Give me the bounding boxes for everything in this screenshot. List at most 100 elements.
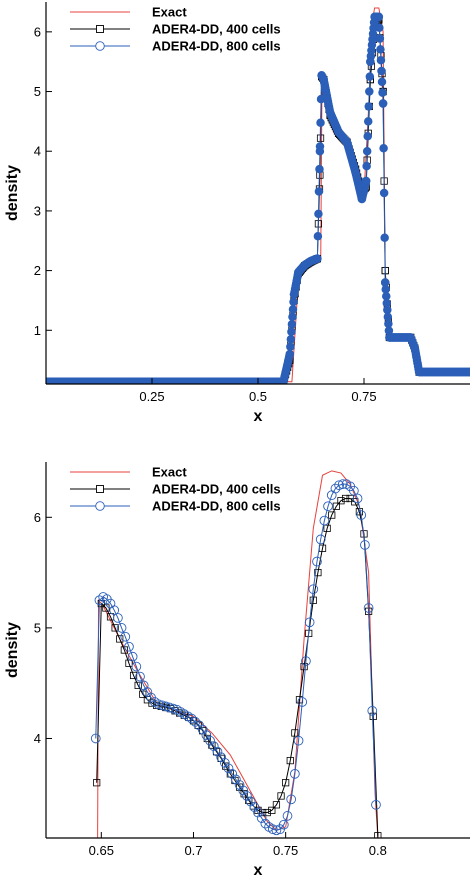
plot-area — [90, 470, 382, 838]
data-point — [286, 794, 297, 805]
plot-area — [46, 7, 470, 384]
x-tick-label: 0.75 — [273, 843, 298, 858]
data-point — [282, 811, 293, 821]
data-point — [361, 176, 371, 186]
data-point — [186, 713, 197, 724]
data-point — [216, 752, 226, 763]
data-point — [111, 624, 119, 632]
data-point — [319, 75, 328, 84]
data-point — [304, 617, 315, 628]
data-point — [288, 305, 298, 314]
data-point — [272, 801, 281, 809]
data-point — [242, 791, 252, 801]
data-point — [374, 12, 384, 22]
data-point — [208, 741, 219, 752]
legend-entry-exact: Exact — [70, 5, 187, 20]
data-point — [314, 568, 322, 577]
density-chart-full: 0.25 0.5 0.75 1 2 3 4 5 6 x density Exact ADER4-DD, … — [4, 2, 470, 425]
data-point — [369, 712, 377, 720]
data-point — [362, 161, 371, 171]
data-point — [330, 483, 341, 494]
axes: 0.65 0.7 0.75 0.8 4 5 6 x density — [4, 462, 470, 879]
data-point — [116, 623, 127, 633]
legend-label: Exact — [152, 5, 187, 20]
legend-label: ADER4-DD, 800 cells — [152, 39, 281, 54]
data-point — [289, 297, 298, 307]
data-point — [363, 132, 372, 141]
data-point — [131, 661, 142, 672]
data-point — [380, 278, 390, 287]
data-point — [223, 763, 234, 774]
data-point — [293, 735, 304, 746]
data-point — [286, 342, 295, 351]
data-point — [319, 515, 330, 526]
data-point — [288, 312, 297, 322]
series-exact — [46, 7, 470, 383]
data-point — [109, 605, 120, 616]
data-point — [259, 808, 267, 817]
data-point — [205, 735, 215, 746]
legend-entry-ader4-dd-800-cells: ADER4-DD, 800 cells — [70, 39, 281, 54]
data-point — [349, 485, 359, 496]
legend-entry-exact: Exact — [70, 465, 187, 480]
data-point — [364, 102, 374, 111]
data-point — [378, 88, 387, 97]
data-point — [377, 77, 387, 87]
data-point — [301, 656, 311, 666]
data-point — [142, 687, 153, 697]
legend-entry-ader4-dd-400-cells: ADER4-DD, 400 cells — [70, 22, 281, 37]
legend-marker — [95, 41, 105, 51]
data-point — [341, 494, 350, 503]
data-point — [254, 806, 262, 814]
data-point — [379, 143, 388, 153]
data-point — [113, 613, 123, 623]
data-point — [153, 699, 164, 710]
data-point — [285, 349, 295, 359]
data-point — [314, 209, 323, 219]
data-point — [277, 792, 285, 800]
data-point — [312, 556, 322, 567]
data-point — [116, 635, 124, 643]
data-point — [337, 497, 345, 505]
data-point — [282, 779, 290, 787]
x-tick-label: 0.5 — [249, 389, 267, 404]
y-tick-label: 4 — [34, 144, 41, 159]
data-point — [380, 233, 389, 243]
data-point — [332, 502, 340, 510]
y-tick-label: 6 — [34, 510, 41, 525]
data-point — [129, 671, 138, 680]
data-point — [323, 501, 333, 512]
series-line-ader4-dd-400-cells — [96, 497, 379, 836]
data-point — [366, 57, 375, 66]
data-point — [134, 681, 142, 689]
data-point — [256, 813, 267, 823]
data-point — [375, 34, 385, 43]
data-point — [323, 524, 331, 532]
data-point — [363, 603, 374, 613]
data-point — [313, 232, 323, 241]
data-point — [268, 806, 276, 814]
data-point — [308, 584, 319, 595]
data-point — [357, 194, 367, 204]
data-point — [127, 651, 138, 662]
data-point — [365, 72, 375, 81]
data-point — [365, 87, 374, 96]
data-point — [351, 167, 360, 177]
legend-entry-ader4-dd-400-cells: ADER4-DD, 400 cells — [70, 482, 281, 497]
data-point — [94, 595, 105, 606]
legend-label: ADER4-DD, 400 cells — [152, 482, 281, 497]
data-point — [245, 796, 256, 807]
data-point — [294, 268, 303, 277]
data-point — [286, 334, 296, 344]
y-axis-title: density — [4, 622, 21, 678]
data-point — [367, 705, 378, 716]
data-point — [203, 734, 211, 743]
legend: Exact ADER4-DD, 400 cells ADER4-DD, 800 ce… — [70, 465, 281, 514]
y-tick-label: 4 — [34, 731, 41, 746]
data-point — [356, 510, 367, 520]
x-tick-label: 0.65 — [89, 843, 114, 858]
density-chart-zoom: 0.65 0.7 0.75 0.8 4 5 6 x density Exact ADER4-DD, … — [4, 462, 470, 879]
legend-marker — [96, 485, 104, 493]
x-axis-title: x — [254, 862, 263, 879]
